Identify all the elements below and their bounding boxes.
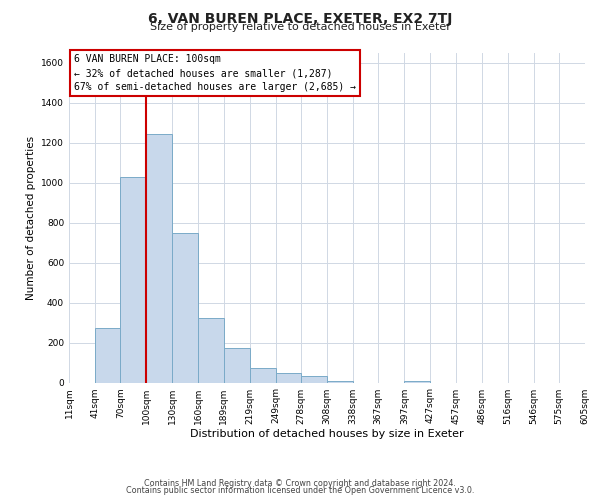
Bar: [276, 372, 301, 382]
X-axis label: Distribution of detached houses by size in Exeter: Distribution of detached houses by size …: [190, 430, 464, 440]
Bar: [301, 376, 327, 382]
Text: Contains HM Land Registry data © Crown copyright and database right 2024.: Contains HM Land Registry data © Crown c…: [144, 478, 456, 488]
Bar: [146, 134, 172, 382]
Text: 6, VAN BUREN PLACE, EXETER, EX2 7TJ: 6, VAN BUREN PLACE, EXETER, EX2 7TJ: [148, 12, 452, 26]
Text: Size of property relative to detached houses in Exeter: Size of property relative to detached ho…: [149, 22, 451, 32]
Bar: [250, 368, 276, 382]
Text: Contains public sector information licensed under the Open Government Licence v3: Contains public sector information licen…: [126, 486, 474, 495]
Bar: [172, 232, 199, 382]
Bar: [120, 176, 146, 382]
Bar: [95, 328, 120, 382]
Bar: [327, 380, 353, 382]
Y-axis label: Number of detached properties: Number of detached properties: [26, 136, 35, 300]
Bar: [404, 380, 430, 382]
Bar: [224, 348, 250, 382]
Text: 6 VAN BUREN PLACE: 100sqm
← 32% of detached houses are smaller (1,287)
67% of se: 6 VAN BUREN PLACE: 100sqm ← 32% of detac…: [74, 54, 356, 92]
Bar: [199, 318, 224, 382]
